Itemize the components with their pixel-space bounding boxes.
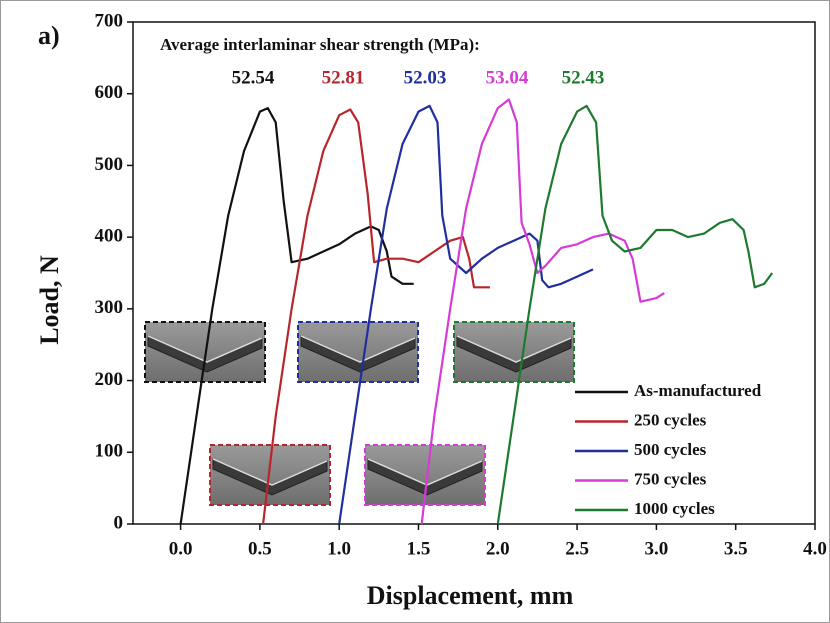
y-tick-label: 300 <box>95 297 124 318</box>
inset-image <box>453 321 575 383</box>
x-axis-title: Displacement, mm <box>367 581 574 610</box>
strength-label: 53.04 <box>486 67 529 88</box>
strength-label: 52.54 <box>232 67 275 88</box>
legend-label: 250 cycles <box>634 410 707 429</box>
strength-label: 52.81 <box>322 67 365 88</box>
data-line <box>338 104 594 525</box>
inset-laminate-top <box>300 335 416 363</box>
inset-laminate-top <box>456 335 572 363</box>
y-tick-label: 200 <box>95 369 124 390</box>
y-tick-label: 500 <box>95 154 124 175</box>
data-line <box>262 108 490 525</box>
x-tick-label: 0.0 <box>169 538 193 559</box>
legend-label: 750 cycles <box>634 469 707 488</box>
y-tick-label: 400 <box>95 226 124 247</box>
x-tick-label: 4.0 <box>803 538 827 559</box>
x-tick-label: 0.5 <box>248 538 272 559</box>
inset-image <box>297 321 419 383</box>
strength-label: 52.43 <box>562 67 605 88</box>
x-tick-label: 1.0 <box>327 538 351 559</box>
legend-label: As-manufactured <box>634 381 762 400</box>
x-tick-label: 1.5 <box>407 538 431 559</box>
x-tick-label: 2.0 <box>486 538 510 559</box>
heading: Average interlaminar shear strength (MPa… <box>160 35 480 54</box>
plot-frame <box>132 21 816 525</box>
x-tick-label: 3.0 <box>645 538 669 559</box>
inset-image <box>209 444 331 506</box>
data-line <box>420 98 665 525</box>
inset-laminate-top <box>147 335 263 363</box>
legend-label: 500 cycles <box>634 440 707 459</box>
data-line <box>496 104 774 525</box>
x-tick-label: 2.5 <box>565 538 589 559</box>
inset-image <box>144 321 266 383</box>
x-tick-label: 3.5 <box>724 538 748 559</box>
y-tick-label: 600 <box>95 82 124 103</box>
y-tick-label: 100 <box>95 441 124 462</box>
panel-label: a) <box>38 21 60 50</box>
y-axis-title: Load, N <box>35 255 64 345</box>
legend-label: 1000 cycles <box>634 499 715 518</box>
strength-label: 52.03 <box>404 67 447 88</box>
inset-laminate-top <box>212 458 328 486</box>
y-tick-label: 0 <box>114 512 124 533</box>
y-tick-label: 700 <box>95 10 124 31</box>
